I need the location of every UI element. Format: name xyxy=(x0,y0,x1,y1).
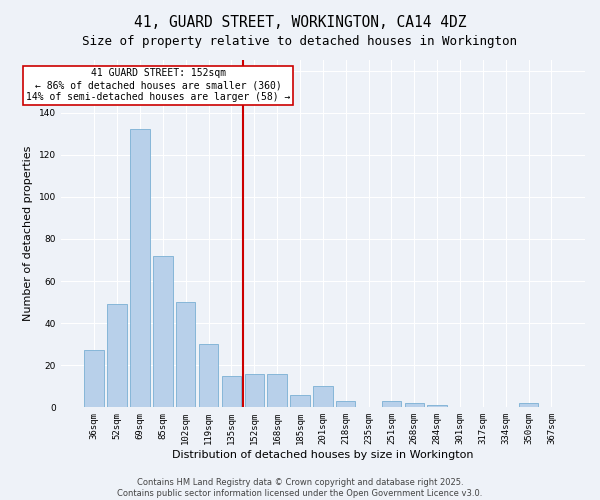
Bar xyxy=(245,374,264,408)
Bar xyxy=(153,256,173,408)
X-axis label: Distribution of detached houses by size in Workington: Distribution of detached houses by size … xyxy=(172,450,473,460)
Text: Size of property relative to detached houses in Workington: Size of property relative to detached ho… xyxy=(83,35,517,48)
Text: 41 GUARD STREET: 152sqm
← 86% of detached houses are smaller (360)
14% of semi-d: 41 GUARD STREET: 152sqm ← 86% of detache… xyxy=(26,68,290,102)
Bar xyxy=(313,386,332,407)
Text: 41, GUARD STREET, WORKINGTON, CA14 4DZ: 41, GUARD STREET, WORKINGTON, CA14 4DZ xyxy=(134,15,466,30)
Bar xyxy=(176,302,196,408)
Y-axis label: Number of detached properties: Number of detached properties xyxy=(23,146,33,322)
Bar xyxy=(404,403,424,407)
Text: Contains HM Land Registry data © Crown copyright and database right 2025.
Contai: Contains HM Land Registry data © Crown c… xyxy=(118,478,482,498)
Bar xyxy=(130,130,149,407)
Bar xyxy=(519,403,538,407)
Bar xyxy=(221,376,241,408)
Bar xyxy=(382,401,401,407)
Bar xyxy=(268,374,287,408)
Bar xyxy=(199,344,218,408)
Bar xyxy=(107,304,127,408)
Bar xyxy=(427,405,447,407)
Bar xyxy=(336,401,355,407)
Bar xyxy=(85,350,104,408)
Bar xyxy=(290,394,310,407)
